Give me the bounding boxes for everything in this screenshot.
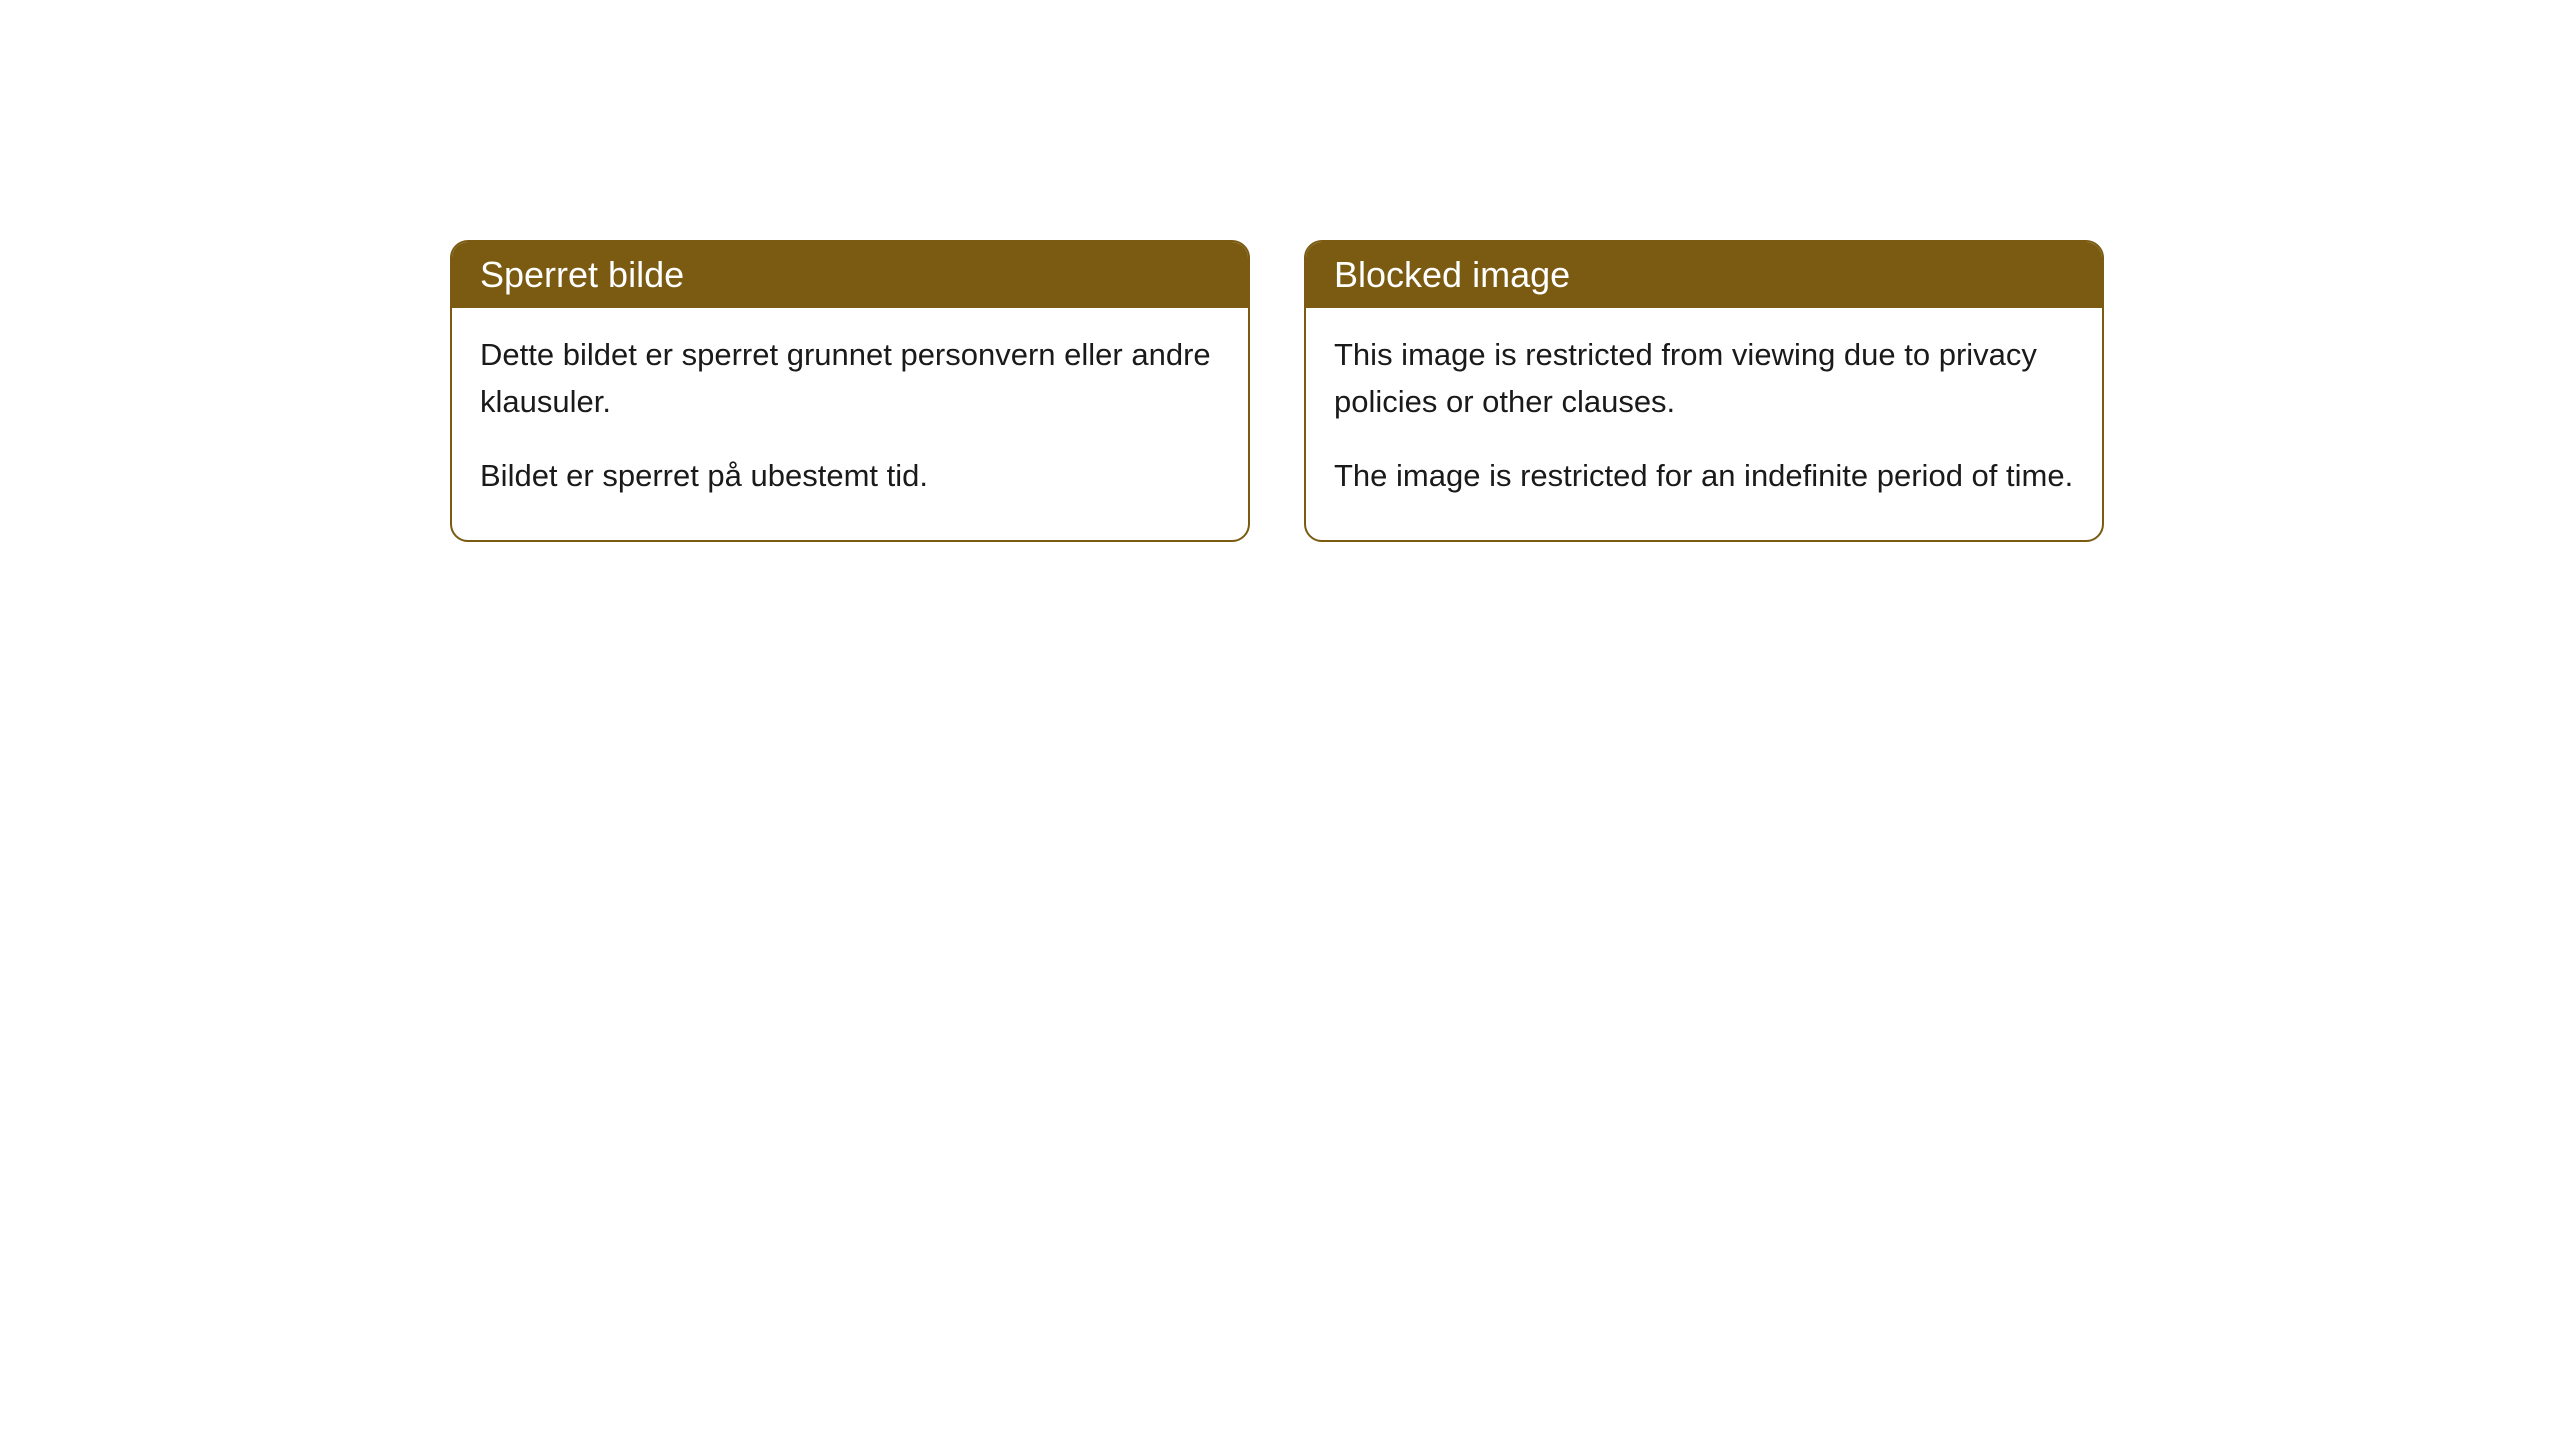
notice-card-norwegian: Sperret bilde Dette bildet er sperret gr… xyxy=(450,240,1250,542)
card-paragraph: This image is restricted from viewing du… xyxy=(1334,332,2074,425)
card-paragraph: The image is restricted for an indefinit… xyxy=(1334,453,2074,500)
card-body: This image is restricted from viewing du… xyxy=(1306,308,2102,540)
card-title: Sperret bilde xyxy=(480,254,684,295)
card-body: Dette bildet er sperret grunnet personve… xyxy=(452,308,1248,540)
card-title: Blocked image xyxy=(1334,254,1570,295)
card-paragraph: Dette bildet er sperret grunnet personve… xyxy=(480,332,1220,425)
notice-cards-container: Sperret bilde Dette bildet er sperret gr… xyxy=(450,240,2560,542)
card-paragraph: Bildet er sperret på ubestemt tid. xyxy=(480,453,1220,500)
card-header: Blocked image xyxy=(1306,242,2102,308)
card-header: Sperret bilde xyxy=(452,242,1248,308)
notice-card-english: Blocked image This image is restricted f… xyxy=(1304,240,2104,542)
